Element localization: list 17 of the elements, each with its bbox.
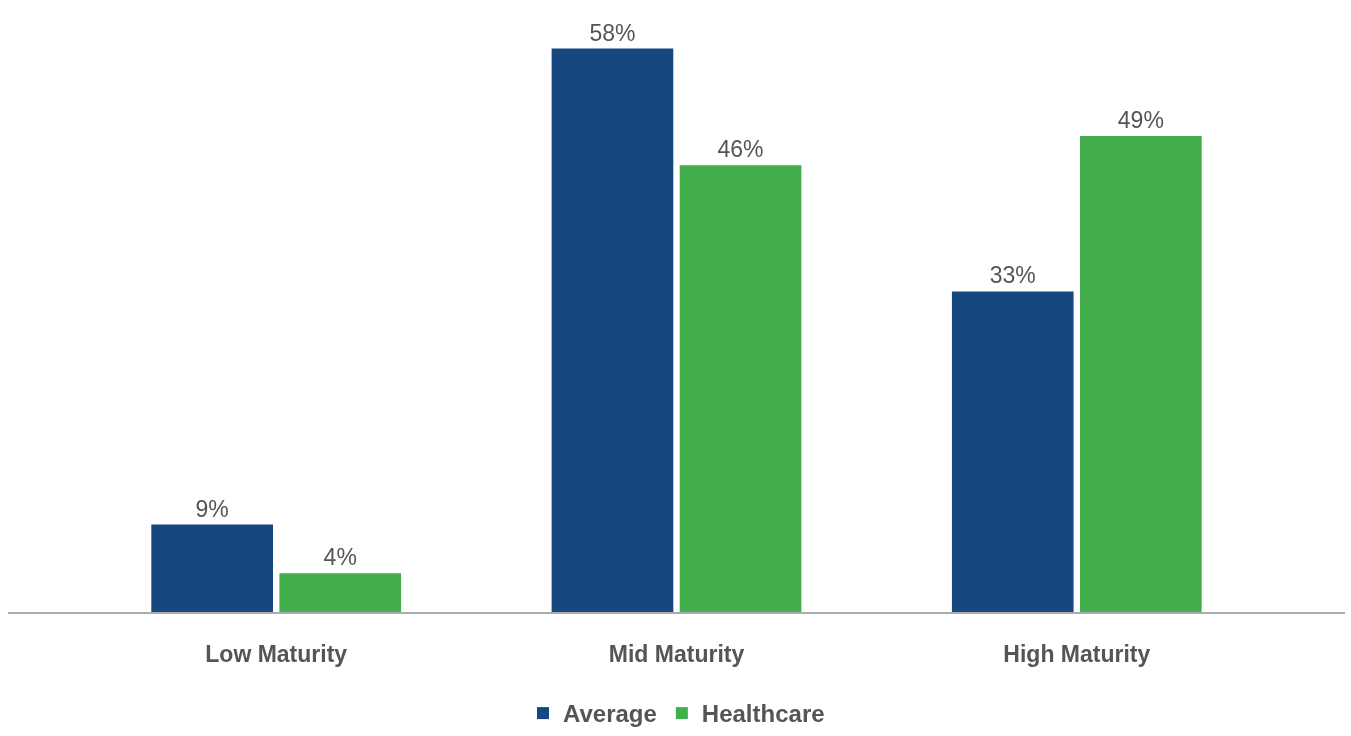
data-label: 4%	[323, 544, 357, 571]
bar	[1080, 136, 1202, 612]
x-tick-label: Mid Maturity	[608, 640, 745, 667]
legend-label: Average	[563, 700, 657, 728]
bar	[951, 291, 1074, 612]
bar	[551, 48, 674, 612]
bar	[279, 573, 402, 612]
bar	[679, 165, 802, 612]
data-label: 33%	[989, 262, 1036, 289]
data-label: 9%	[195, 495, 229, 522]
data-label: 49%	[1117, 107, 1164, 133]
data-label: 46%	[717, 136, 764, 163]
legend-label: Healthcare	[701, 700, 825, 728]
data-label: 58%	[589, 19, 636, 46]
bar	[151, 524, 273, 612]
x-tick-label: Low Maturity	[205, 640, 348, 667]
x-tick-label: High Maturity	[1003, 640, 1151, 667]
